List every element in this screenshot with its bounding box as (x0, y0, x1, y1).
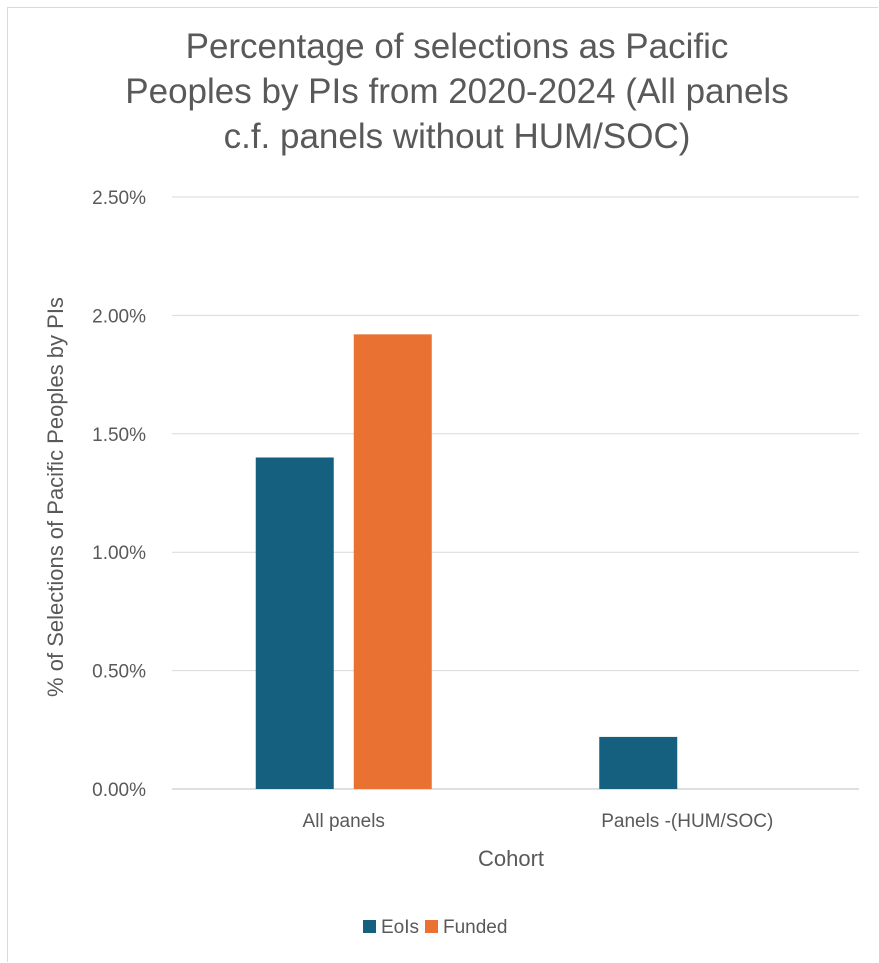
bars (255, 334, 678, 789)
chart-frame (7, 7, 878, 962)
x-axis-title: Cohort (478, 846, 544, 871)
legend: EoIs Funded (363, 917, 507, 938)
y-axis-ticks: 0.00% 0.50% 1.00% 1.50% 2.00% 2.50% (92, 188, 146, 801)
bar-eois-0 (255, 457, 334, 789)
legend-label-funded: Funded (443, 917, 507, 938)
chart-title-line-1: Percentage of selections as Pacific (186, 27, 729, 66)
y-tick-label: 2.50% (92, 188, 146, 209)
legend-swatch-funded (425, 920, 438, 933)
chart-title-line-2: Peoples by PIs from 2020-2024 (All panel… (125, 72, 788, 111)
y-tick-label: 1.50% (92, 425, 146, 446)
chart-title-line-3: c.f. panels without HUM/SOC) (224, 117, 691, 156)
y-axis-title: % of Selections of Pacific Peoples by PI… (43, 297, 68, 697)
x-category-label: Panels -(HUM/SOC) (601, 811, 773, 832)
chart-title: Percentage of selections as Pacific Peop… (125, 27, 788, 156)
bar-funded-0 (353, 334, 432, 789)
y-tick-label: 0.50% (92, 662, 146, 683)
legend-label-eois: EoIs (381, 917, 419, 938)
y-tick-label: 2.00% (92, 306, 146, 327)
x-category-label: All panels (303, 811, 385, 832)
grid-lines (172, 196, 859, 790)
legend-swatch-eois (363, 920, 376, 933)
y-tick-label: 1.00% (92, 543, 146, 564)
y-tick-label: 0.00% (92, 780, 146, 801)
x-axis-categories: All panels Panels -(HUM/SOC) (303, 811, 774, 832)
bar-eois-1 (599, 736, 678, 789)
